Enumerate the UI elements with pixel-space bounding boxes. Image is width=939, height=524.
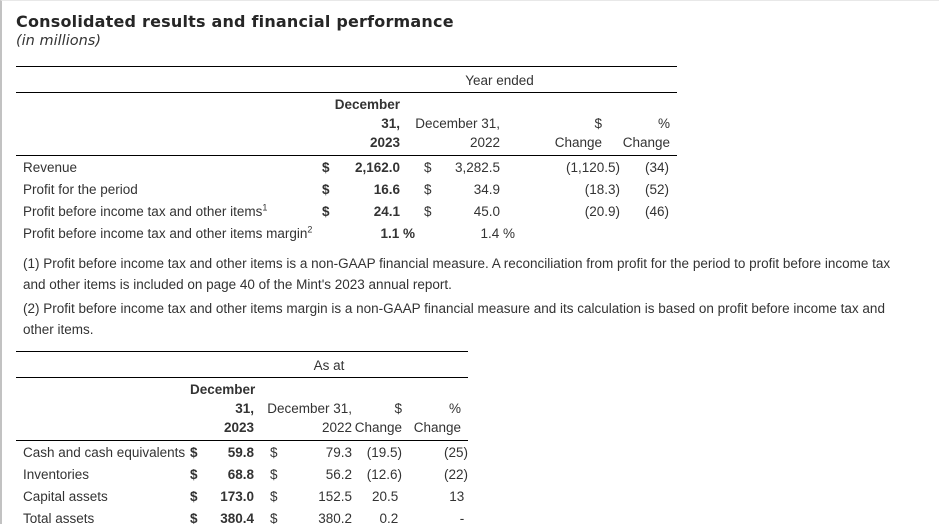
pct-change: -: [459, 511, 469, 524]
currency-symbol-2023: $: [190, 489, 198, 504]
footnotes: (1) Profit before income tax and other i…: [23, 253, 916, 340]
col-header-2023: December 31, 2023: [322, 92, 400, 156]
table-row-capital-assets: Capital assets $ 173.0 $ 152.5 20.5 13: [16, 485, 468, 507]
span-header: Year ended: [322, 66, 678, 93]
currency-symbol-2022: $: [424, 160, 432, 175]
col-header-2023: December 31, 2023: [190, 377, 255, 441]
span-header: As at: [190, 351, 469, 378]
table-row-total-assets: Total assets $ 380.4 $ 380.2 0.2 -: [16, 507, 468, 524]
value-2023: 59.8: [227, 445, 254, 460]
dollar-change: (12.6): [366, 467, 402, 482]
currency-symbol-2023: [322, 222, 340, 244]
value-2023: 2,162.0: [354, 160, 400, 175]
column-header-row: December 31, 2023 December 31, 2022 $ Chang…: [16, 92, 678, 156]
value-2023: 24.1: [373, 204, 400, 219]
row-label: Capital assets: [23, 489, 108, 504]
balance-sheet-table: As at December 31, 2023 December 31, 2022 …: [16, 351, 469, 524]
row-label: Profit before income tax and other items…: [23, 224, 313, 241]
currency-symbol-2023: $: [190, 467, 198, 482]
span-header-row: As at: [16, 351, 469, 378]
currency-symbol-2022: $: [270, 445, 278, 460]
value-2022: 1.4 %: [480, 226, 515, 241]
pct-change: (22): [444, 467, 469, 482]
footnote-ref: 1: [262, 202, 268, 213]
table-row-margin: Profit before income tax and other items…: [16, 222, 677, 244]
pct-change: (25): [444, 445, 469, 460]
empty-label-header: [16, 92, 322, 156]
dollar-change: [500, 222, 620, 244]
value-2022: 380.2: [318, 511, 352, 524]
col-header-2022: December 31, 2022: [400, 92, 500, 156]
value-2022: 79.3: [325, 445, 352, 460]
footnote-1: (1) Profit before income tax and other i…: [23, 256, 891, 292]
pct-change: 13: [449, 489, 469, 504]
value-2023: 16.6: [373, 182, 400, 197]
dollar-change: (18.3): [584, 182, 620, 197]
value-2023: 68.8: [227, 467, 254, 482]
currency-symbol-2023: $: [190, 511, 198, 524]
span-header-row: Year ended: [16, 66, 678, 93]
col-header-dollar-change: $ Change: [352, 377, 402, 441]
table-row-profit-before-tax: Profit before income tax and other items…: [16, 200, 677, 222]
row-label: Cash and cash equivalents: [23, 445, 186, 460]
footnote-ref: 2: [307, 224, 313, 235]
dollar-change: (1,120.5): [565, 160, 620, 175]
value-2023: 380.4: [220, 511, 254, 524]
row-label: Profit for the period: [23, 182, 138, 197]
income-results-table: Year ended December 31, 2023 December 31,…: [16, 66, 678, 244]
pct-change: [620, 222, 677, 244]
dollar-change: 20.5: [371, 489, 402, 504]
pct-change: (34): [645, 160, 670, 175]
table-row-inventories: Inventories $ 68.8 $ 56.2 (12.6) (22): [16, 463, 468, 485]
currency-symbol-2023: $: [190, 445, 198, 460]
value-2022: 45.0: [473, 204, 500, 219]
empty-corner-cell: [16, 351, 190, 378]
row-label: Profit before income tax and other items…: [23, 202, 268, 219]
value-2022: 56.2: [325, 467, 352, 482]
col-header-pct-change: % Change: [620, 92, 678, 156]
currency-symbol-2022: $: [424, 182, 432, 197]
col-header-pct-change: % Change: [402, 377, 469, 441]
currency-symbol-2022: $: [270, 489, 278, 504]
value-2022: 3,282.5: [454, 160, 500, 175]
page-subtitle: (in millions): [16, 33, 101, 49]
value-2022: 152.5: [318, 489, 352, 504]
value-2023: 173.0: [220, 489, 254, 504]
row-label: Revenue: [23, 160, 78, 175]
empty-label-header: [16, 377, 190, 441]
footnote-2: (2) Profit before income tax and other i…: [23, 301, 885, 337]
dollar-change: (19.5): [366, 445, 402, 460]
col-header-dollar-change: $ Change: [500, 92, 620, 156]
table-row-profit-period: Profit for the period $ 16.6 $ 34.9 (18.…: [16, 178, 677, 200]
pct-change: (46): [645, 204, 670, 219]
value-2023: 1.1 %: [380, 226, 415, 241]
currency-symbol-2023: $: [322, 182, 330, 197]
value-2022: 34.9: [473, 182, 500, 197]
dollar-change: 0.2: [379, 511, 402, 524]
col-header-2022: December 31, 2022: [254, 377, 352, 441]
pct-change: (52): [645, 182, 670, 197]
currency-symbol-2023: $: [322, 204, 330, 219]
row-label: Total assets: [23, 511, 95, 524]
row-label: Inventories: [23, 467, 90, 482]
table-row-cash: Cash and cash equivalents $ 59.8 $ 79.3 …: [16, 441, 468, 464]
column-header-row: December 31, 2023 December 31, 2022 $ Chang…: [16, 377, 469, 441]
currency-symbol-2023: $: [322, 160, 330, 175]
dollar-change: (20.9): [584, 204, 620, 219]
table-row-revenue: Revenue $ 2,162.0 $ 3,282.5 (1,120.5) (3…: [16, 156, 677, 179]
page-title: Consolidated results and financial perfo…: [16, 12, 454, 31]
currency-symbol-2022: $: [424, 204, 432, 219]
currency-symbol-2022: $: [270, 511, 278, 524]
empty-corner-cell: [16, 66, 322, 93]
currency-symbol-2022: $: [270, 467, 278, 482]
